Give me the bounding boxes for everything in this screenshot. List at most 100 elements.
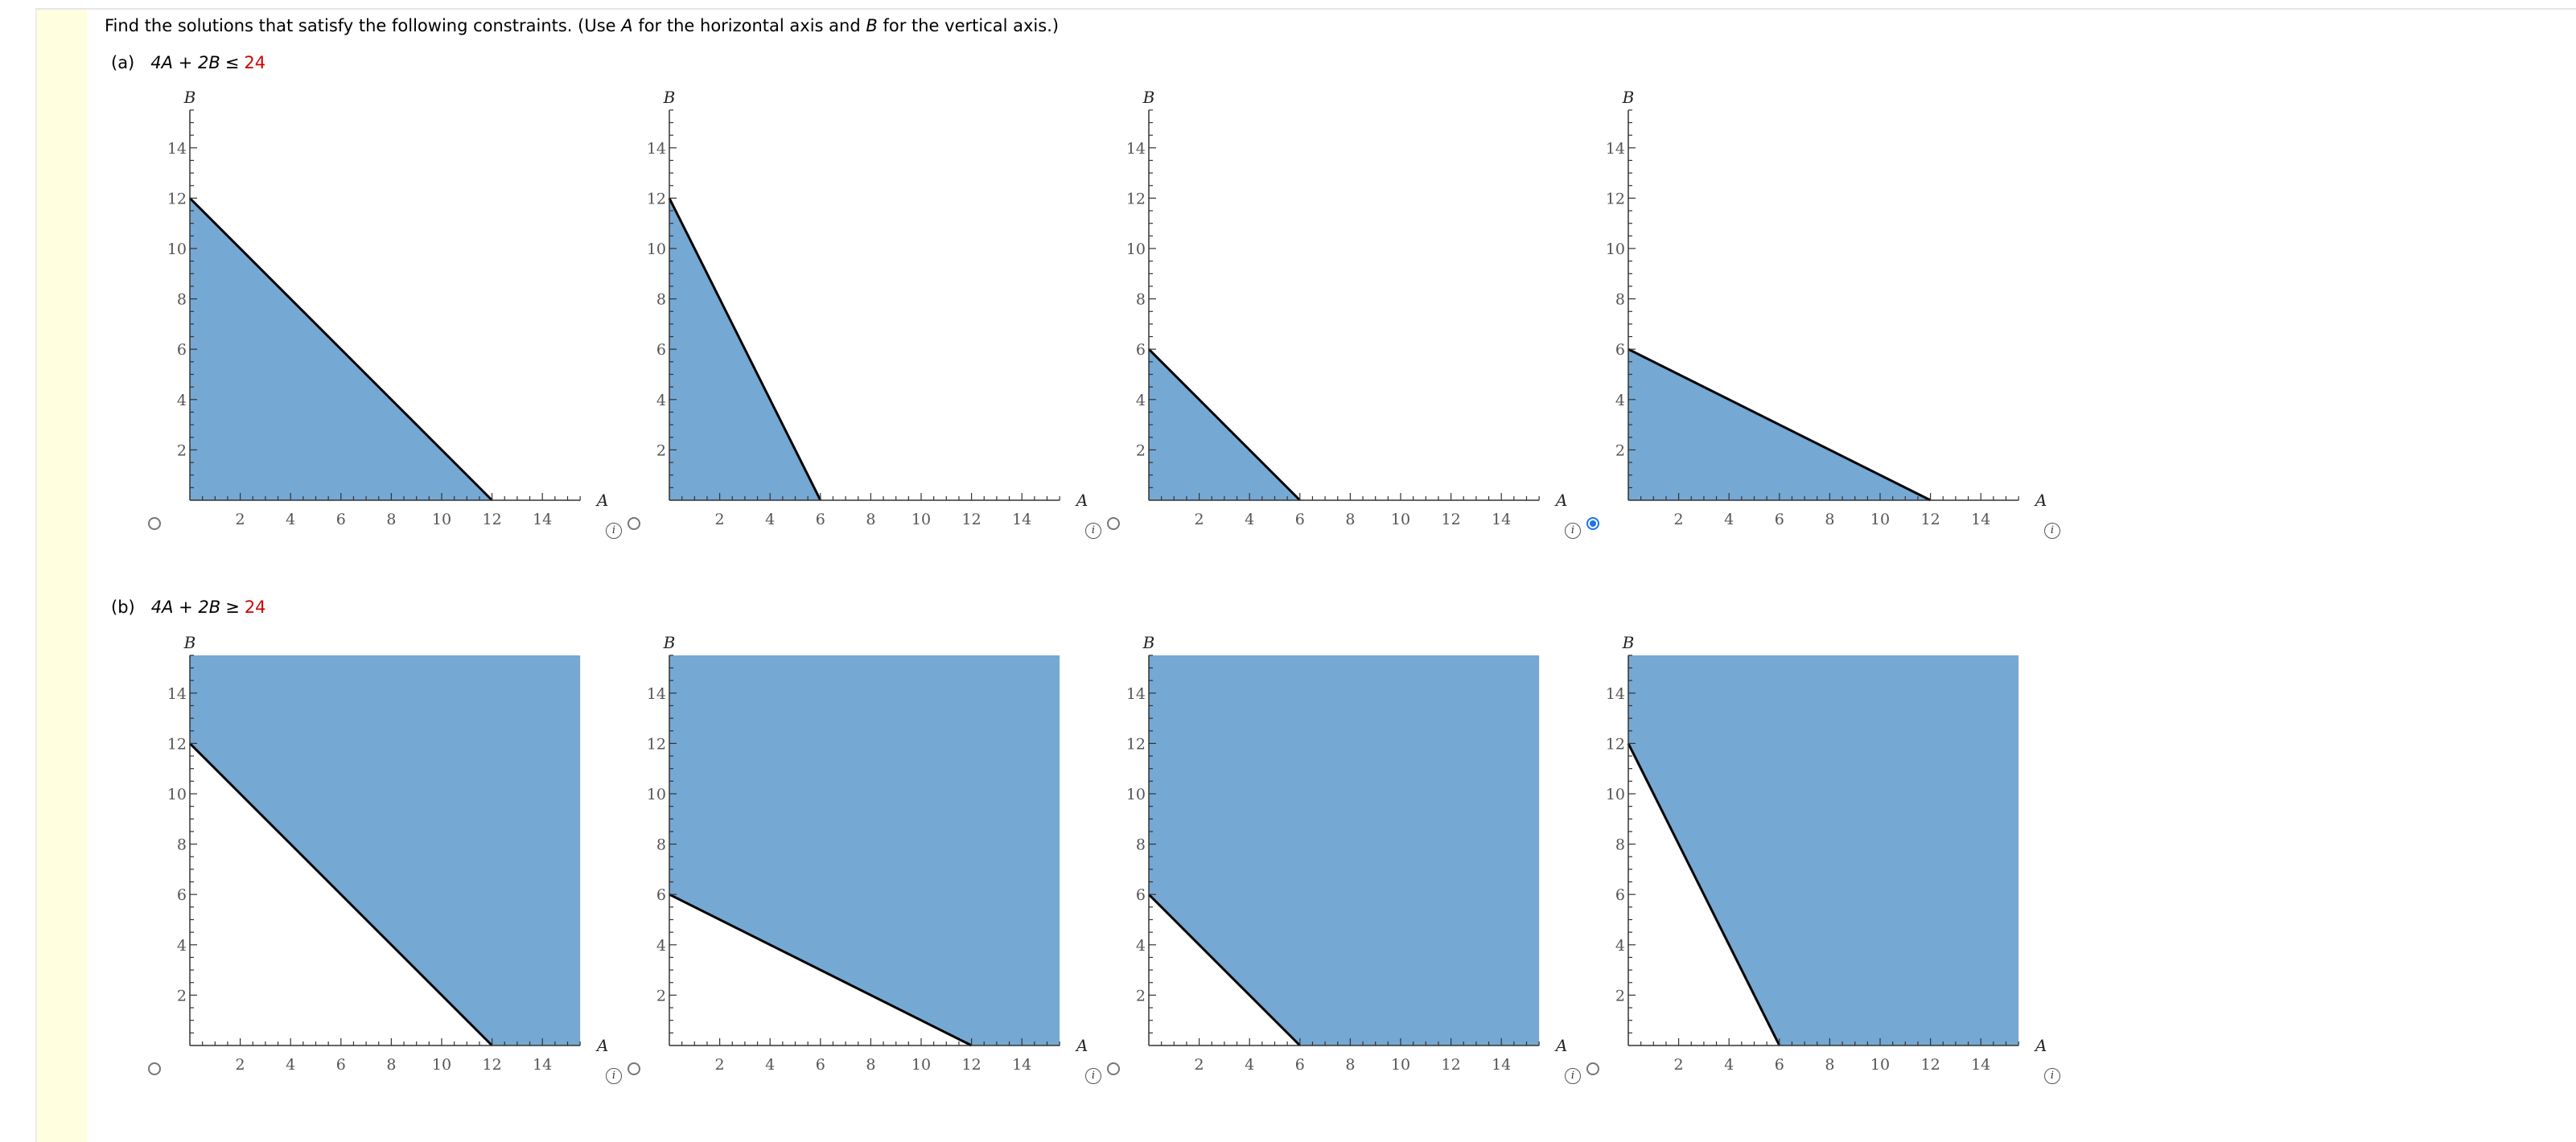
- x-tick-label: 8: [1345, 511, 1355, 528]
- x-tick-label: 6: [1775, 1056, 1784, 1074]
- question-side-stripe: [35, 10, 87, 1142]
- x-tick-label: 4: [1724, 1056, 1734, 1074]
- graph-b-4: 2 4 6 8 10 12 14 2 4 6 8 10 12 14 A B: [1606, 633, 2047, 1074]
- var-b: B: [866, 16, 878, 35]
- x-tick-label: 14: [1971, 1056, 1990, 1074]
- graph-a-1: 2 4 6 8 10 12 14 2 4 6 8 10 12 14 A B: [167, 88, 609, 528]
- y-tick-label: 4: [1615, 392, 1625, 409]
- x-tick-label: 4: [1245, 1056, 1254, 1074]
- y-tick-label: 14: [1126, 140, 1146, 158]
- y-tick-label: 2: [177, 442, 187, 459]
- x-tick-label: 8: [866, 511, 875, 528]
- x-tick-label: 2: [1195, 1056, 1204, 1074]
- choice-radio[interactable]: [1586, 517, 1599, 530]
- graph-b-1: 2 4 6 8 10 12 14 2 4 6 8 10 12 14 A B: [167, 633, 609, 1074]
- x-axis-label: A: [2034, 1036, 2047, 1055]
- y-tick-label: 10: [167, 786, 187, 803]
- choice-radio[interactable]: [1586, 1062, 1599, 1075]
- x-tick-label: 12: [1921, 511, 1940, 528]
- x-tick-label: 14: [1012, 511, 1031, 528]
- y-tick-label: 6: [177, 886, 187, 904]
- x-tick-label: 2: [236, 1056, 245, 1074]
- x-tick-label: 10: [911, 511, 931, 528]
- y-tick-label: 2: [1136, 442, 1146, 459]
- feasible-region: [1628, 655, 2019, 1045]
- y-tick-label: 10: [1126, 786, 1146, 803]
- y-tick-label: 12: [647, 190, 666, 207]
- info-icon[interactable]: i: [1565, 523, 1581, 539]
- y-axis-label: B: [1622, 633, 1635, 652]
- x-tick-label: 2: [1674, 511, 1684, 528]
- x-tick-label: 12: [483, 511, 502, 528]
- choice-radio[interactable]: [1107, 1062, 1120, 1075]
- y-tick-label: 2: [656, 442, 666, 459]
- y-tick-label: 6: [656, 341, 666, 359]
- choice-radio[interactable]: [628, 1062, 640, 1075]
- boundary-line: [1627, 347, 1932, 502]
- part-a-lhs: 4A + 2B: [150, 53, 220, 72]
- y-tick-label: 14: [647, 685, 666, 703]
- y-axis-label: B: [663, 88, 676, 107]
- x-tick-label: 12: [483, 1056, 502, 1074]
- y-tick-label: 4: [1136, 392, 1146, 409]
- choice-radio[interactable]: [1107, 517, 1120, 530]
- y-tick-label: 8: [1615, 836, 1625, 854]
- info-icon[interactable]: i: [1085, 523, 1101, 539]
- feasible-region: [1149, 655, 1540, 1045]
- y-tick-label: 6: [656, 886, 666, 904]
- choice-radio[interactable]: [148, 1062, 161, 1075]
- y-tick-label: 12: [1606, 190, 1625, 207]
- x-tick-label: 8: [1825, 1056, 1834, 1074]
- y-tick-label: 4: [177, 392, 187, 409]
- y-tick-label: 4: [177, 937, 187, 955]
- info-icon[interactable]: i: [1085, 1068, 1101, 1084]
- x-tick-label: 2: [715, 511, 725, 528]
- x-tick-label: 10: [432, 1056, 451, 1074]
- boundary-line: [668, 197, 822, 501]
- x-tick-label: 6: [336, 1056, 346, 1074]
- y-tick-label: 8: [656, 291, 666, 309]
- y-tick-label: 10: [167, 240, 187, 258]
- graph-a-2: 2 4 6 8 10 12 14 2 4 6 8 10 12 14 A B: [647, 88, 1088, 528]
- x-tick-label: 6: [816, 511, 825, 528]
- x-axis-label: A: [595, 1036, 608, 1055]
- x-tick-label: 12: [1921, 1056, 1940, 1074]
- feasible-region: [190, 655, 581, 1045]
- y-tick-label: 14: [1606, 140, 1625, 158]
- x-tick-label: 6: [816, 1056, 825, 1074]
- y-tick-label: 10: [1606, 786, 1625, 803]
- x-tick-label: 8: [866, 1056, 875, 1074]
- y-tick-label: 12: [1126, 190, 1146, 207]
- x-tick-label: 8: [386, 1056, 396, 1074]
- info-icon[interactable]: i: [2044, 1068, 2060, 1084]
- y-tick-label: 14: [167, 140, 187, 158]
- boundary-line: [1627, 742, 1781, 1046]
- y-tick-label: 4: [1136, 937, 1146, 955]
- y-tick-label: 6: [1615, 341, 1625, 359]
- choice-radio[interactable]: [628, 517, 640, 530]
- info-icon[interactable]: i: [1565, 1068, 1581, 1084]
- y-axis-label: B: [663, 633, 676, 652]
- y-tick-label: 2: [177, 987, 187, 1004]
- x-tick-label: 8: [386, 511, 396, 528]
- x-tick-label: 12: [1442, 1056, 1461, 1074]
- question-instruction: Find the solutions that satisfy the foll…: [105, 16, 1060, 35]
- info-icon[interactable]: i: [2044, 523, 2060, 539]
- choice-radio[interactable]: [148, 517, 161, 530]
- y-tick-label: 6: [1136, 886, 1146, 904]
- x-tick-label: 10: [1391, 1056, 1410, 1074]
- graph-a-4: 2 4 6 8 10 12 14 2 4 6 8 10 12 14 A B: [1606, 88, 2047, 528]
- y-tick-label: 14: [1126, 685, 1146, 703]
- info-icon[interactable]: i: [606, 1068, 622, 1084]
- x-tick-label: 2: [715, 1056, 725, 1074]
- info-icon[interactable]: i: [606, 523, 622, 539]
- x-tick-label: 2: [1674, 1056, 1684, 1074]
